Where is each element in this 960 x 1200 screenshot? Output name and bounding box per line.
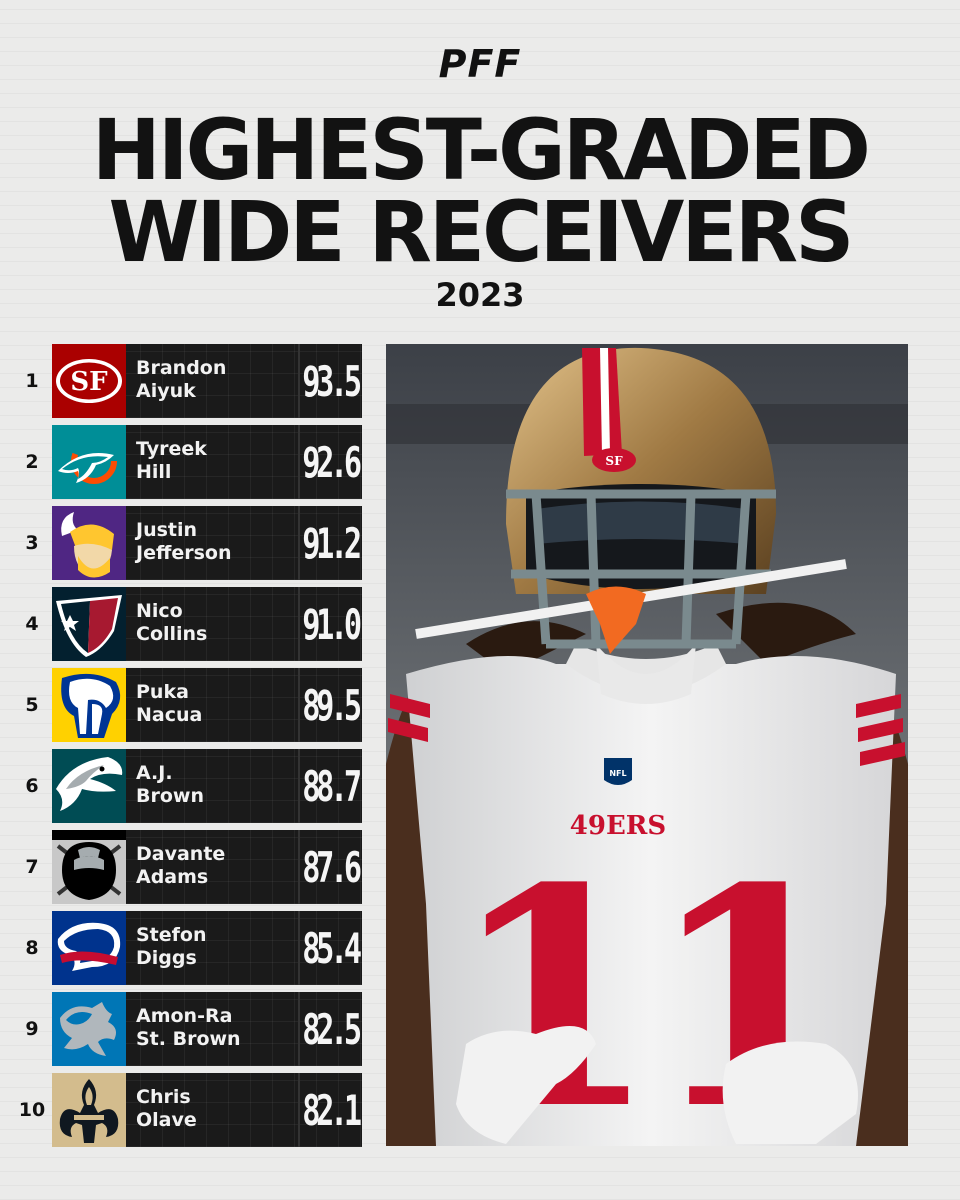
- rank-number: 7: [25, 856, 39, 878]
- player-card: Nico Collins 91.0: [52, 587, 362, 661]
- grade-cell: [298, 425, 362, 499]
- list-item: 7 Davante Adams 87.6: [0, 830, 370, 904]
- rank-number: 2: [25, 451, 39, 473]
- player-card: Amon-Ra St. Brown 82.5: [52, 992, 362, 1066]
- raiders-logo-icon: [52, 830, 126, 904]
- grade-cell: [298, 749, 362, 823]
- list-item: 5 Puka Nacua 89.5: [0, 668, 370, 742]
- player-grade: 92.6: [302, 437, 362, 487]
- player-name: Chris Olave: [136, 1086, 197, 1131]
- rank-number: 4: [25, 613, 39, 635]
- nfl-shield-text: NFL: [609, 769, 626, 778]
- page-title-line2: WIDE RECEIVERS: [108, 183, 854, 281]
- player-photo: NFL 49ERS 11 SF: [386, 344, 908, 1146]
- player-card: A.J. Brown 88.7: [52, 749, 362, 823]
- player-grade: 89.5: [302, 680, 362, 730]
- grade-cell: [298, 1073, 362, 1147]
- player-grade: 82.1: [302, 1085, 362, 1135]
- lions-logo-icon: [52, 992, 126, 1066]
- grade-cell: [298, 668, 362, 742]
- page-title-line1: HIGHEST-GRADED: [91, 101, 871, 199]
- rank-number: 5: [25, 694, 39, 716]
- player-grade: 82.5: [302, 1004, 362, 1054]
- 49ers-logo-icon: SF: [52, 344, 126, 418]
- rank-number: 9: [25, 1018, 39, 1040]
- rank-number: 10: [18, 1099, 46, 1121]
- saints-logo-icon: [52, 1073, 126, 1147]
- jersey-wordmark: 49ERS: [570, 811, 666, 841]
- grade-cell: [298, 830, 362, 904]
- rams-logo-icon: [52, 668, 126, 742]
- list-item: 10 Chris Olave 82.1: [0, 1073, 370, 1147]
- player-card: Chris Olave 82.1: [52, 1073, 362, 1147]
- grade-cell: [298, 911, 362, 985]
- helmet-logo: SF: [605, 454, 623, 468]
- texans-logo-icon: [52, 587, 126, 661]
- list-item: 3 Justin Jefferson 91.2: [0, 506, 370, 580]
- grade-cell: [298, 587, 362, 661]
- player-grade: 91.2: [302, 518, 362, 568]
- season-year: 2023: [435, 276, 525, 314]
- player-card: Puka Nacua 89.5: [52, 668, 362, 742]
- list-item: 2 Tyreek Hill 92.6: [0, 425, 370, 499]
- dolphins-logo-icon: [52, 425, 126, 499]
- svg-text:SF: SF: [70, 367, 108, 397]
- player-name: Brandon Aiyuk: [136, 357, 227, 402]
- player-grade: 85.4: [302, 923, 362, 973]
- player-name: Justin Jefferson: [136, 519, 232, 564]
- player-card: Justin Jefferson 91.2: [52, 506, 362, 580]
- player-card: SF Brandon Aiyuk 93.5: [52, 344, 362, 418]
- player-name: A.J. Brown: [136, 762, 204, 807]
- player-card: Tyreek Hill 92.6: [52, 425, 362, 499]
- vikings-logo-icon: [52, 506, 126, 580]
- rank-number: 6: [25, 775, 39, 797]
- player-grade: 91.0: [302, 599, 362, 649]
- rank-number: 1: [25, 370, 39, 392]
- player-grade: 87.6: [302, 842, 362, 892]
- player-card: Stefon Diggs 85.4: [52, 911, 362, 985]
- grade-cell: [298, 344, 362, 418]
- list-item: 1 SF Brandon Aiyuk 93.5: [0, 344, 370, 418]
- player-name: Stefon Diggs: [136, 924, 207, 969]
- player-name: Puka Nacua: [136, 681, 203, 726]
- list-item: 6 A.J. Brown 88.7: [0, 749, 370, 823]
- player-name: Amon-Ra St. Brown: [136, 1005, 241, 1050]
- list-item: 8 Stefon Diggs 85.4: [0, 911, 370, 985]
- player-name: Davante Adams: [136, 843, 226, 888]
- player-grade: 88.7: [302, 761, 362, 811]
- grade-cell: [298, 506, 362, 580]
- bills-logo-icon: [52, 911, 126, 985]
- player-name: Tyreek Hill: [136, 438, 207, 483]
- grade-cell: [298, 992, 362, 1066]
- rank-number: 3: [25, 532, 39, 554]
- player-card: Davante Adams 87.6: [52, 830, 362, 904]
- list-item: 9 Amon-Ra St. Brown 82.5: [0, 992, 370, 1066]
- rank-number: 8: [25, 937, 39, 959]
- player-name: Nico Collins: [136, 600, 208, 645]
- list-item: 4 Nico Collins 91.0: [0, 587, 370, 661]
- eagles-logo-icon: [52, 749, 126, 823]
- player-grade: 93.5: [302, 356, 362, 406]
- pff-logo: PFF: [438, 42, 522, 86]
